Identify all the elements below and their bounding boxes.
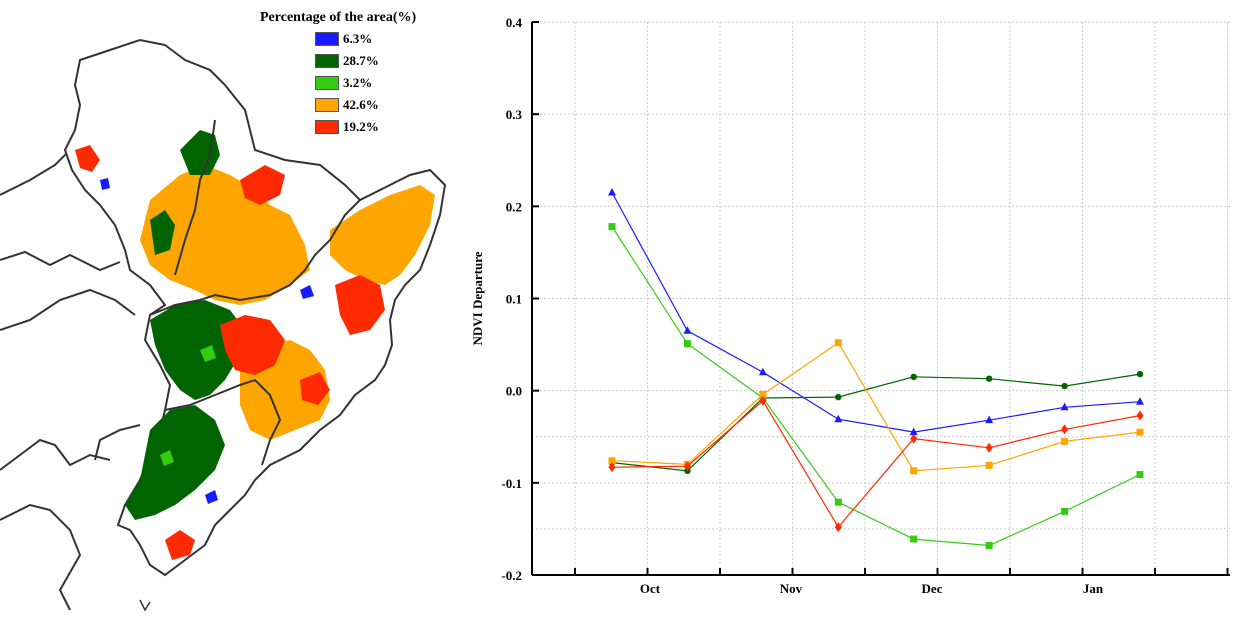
y-axis-label: NDVI Departure [470,251,485,345]
legend-item: 28.7% [315,52,416,70]
legend-item: 42.6% [315,96,416,114]
ndvi-patches [75,130,435,560]
neighbor-boundary [139,599,151,612]
legend-swatch [315,120,339,134]
legend-item: 19.2% [315,118,416,136]
x-tick-label: Oct [640,581,661,596]
ndvi-departure-line-chart: 0.4 0.3 0.2 0.1 0.0 -0.1 -0.2 Oct Nov Dec Jan NDVI … [470,15,1230,596]
data-point [1136,397,1144,405]
data-point [1136,471,1144,479]
data-point [910,535,918,543]
patch-orange [140,165,310,305]
data-point [985,542,993,550]
neighbor-boundary [0,503,82,611]
y-tick-label: 0.1 [506,292,522,307]
patch-orange [330,185,435,285]
province-boundary [149,199,361,316]
data-point [985,461,993,469]
patch-red [240,165,285,205]
data-point [608,462,616,473]
legend-label: 28.7% [343,53,379,68]
map-panel: Percentage of the area(%) 6.3% 28.7% 3.2… [0,0,460,618]
x-tick-label: Nov [780,581,803,596]
patch-blue [100,178,110,190]
data-point [1136,428,1144,436]
data-point [909,427,918,436]
data-point [985,375,993,382]
patch-green-dark [125,405,225,520]
legend-label: 42.6% [343,97,379,112]
series-line [611,373,1141,472]
legend-item: 6.3% [315,30,416,48]
data-point [1061,424,1069,435]
series-line [611,226,1141,547]
chart-panel: 0.4 0.3 0.2 0.1 0.0 -0.1 -0.2 Oct Nov Dec Jan NDVI … [460,0,1251,618]
patch-red [165,530,195,560]
y-tick-label: 0.4 [506,15,523,30]
neighbor-boundary [94,424,141,461]
legend-swatch [315,98,339,112]
data-point [1136,370,1144,378]
data-point [683,461,691,472]
legend-title: Percentage of the area(%) [260,10,417,25]
y-tick-label: 0.3 [506,107,523,122]
data-point [1061,507,1069,515]
patch-red [335,275,385,335]
data-point [608,457,616,465]
province-boundary [174,119,216,276]
neighbor-boundary [0,438,111,471]
data-point [834,522,842,533]
legend-swatch [315,54,339,68]
data-point [1061,382,1068,390]
data-point [834,339,842,347]
patch-green-light [200,345,216,362]
x-tick-label: Jan [1083,581,1104,596]
legend-label: 3.2% [343,75,373,90]
patch-green-light [160,450,174,466]
legend-item: 3.2% [315,74,416,92]
patch-blue [300,285,314,299]
y-tick-label: 0.0 [506,384,522,399]
legend-swatch [315,32,339,46]
data-point [1060,402,1069,411]
data-point [834,498,842,506]
map-legend: Percentage of the area(%) 6.3% 28.7% 3.2… [260,10,416,136]
x-tick-label: Dec [922,581,943,596]
data-point [834,414,843,423]
data-point [683,326,692,334]
patch-red [220,315,285,375]
patch-red [75,145,100,172]
data-point [759,390,767,398]
data-point [758,367,767,376]
data-point [985,442,993,453]
neighbor-boundary [0,288,136,331]
y-tick-label: 0.2 [506,199,522,214]
y-tick-label: -0.2 [501,568,522,583]
data-point [910,373,917,381]
patch-green-dark [150,210,175,255]
series-line [611,399,1141,529]
data-point [608,223,616,231]
data-point [683,340,691,348]
data-point [910,433,918,444]
northeast-china-ndvi-map [0,38,447,612]
data-point [759,395,767,406]
data-point [910,467,918,475]
legend-swatch [315,76,339,90]
data-point [608,188,616,196]
province-boundary [164,378,282,466]
data-point [1061,437,1069,445]
data-point [985,415,994,424]
legend-label: 6.3% [343,31,373,46]
patch-green-dark [180,130,220,175]
data-point [835,393,842,401]
data-point [1136,410,1144,421]
series-line [611,341,1141,472]
patch-blue [205,490,218,504]
neighbor-boundary [0,250,121,272]
series-line [611,192,1141,433]
patch-red [300,372,330,405]
legend-label: 19.2% [343,119,379,134]
y-tick-label: -0.1 [501,476,522,491]
